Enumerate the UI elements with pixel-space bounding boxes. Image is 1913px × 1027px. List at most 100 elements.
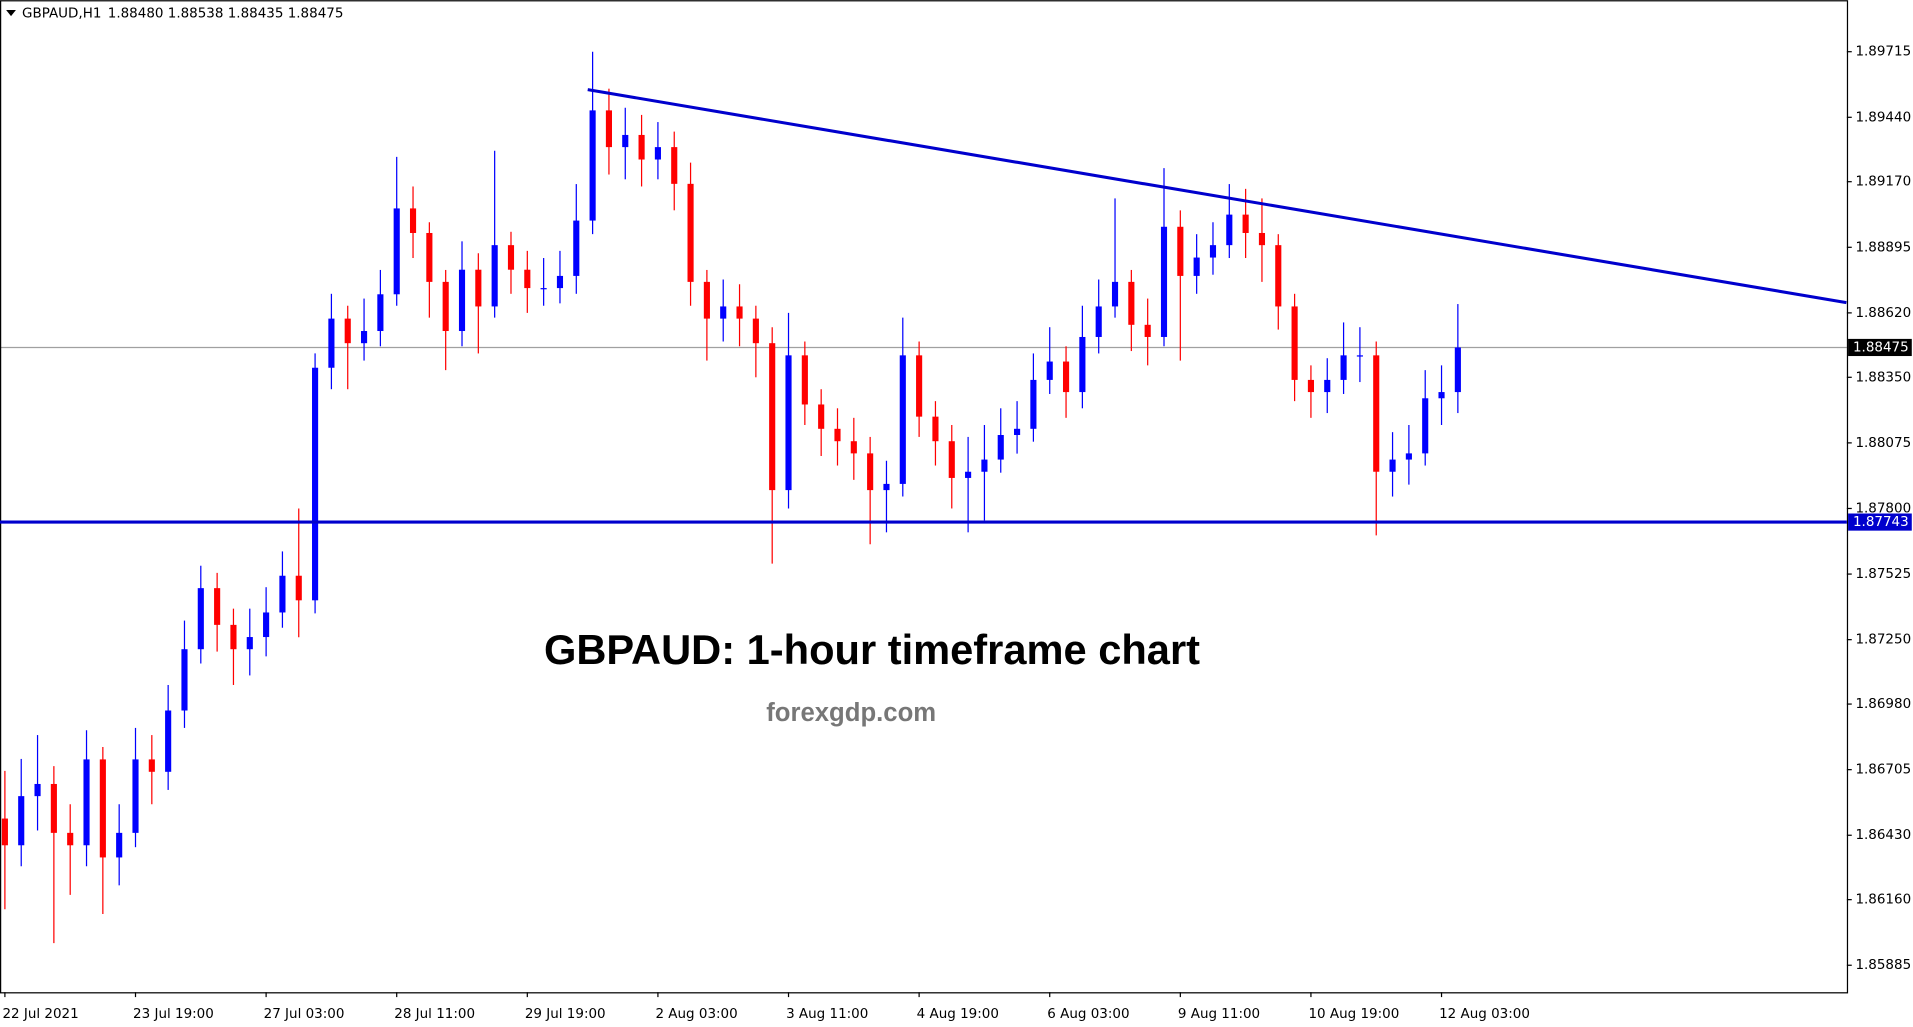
y-tick-label: 1.89440 bbox=[1855, 109, 1911, 125]
candle-body bbox=[83, 759, 90, 846]
candle-body bbox=[605, 110, 613, 148]
trend-line bbox=[587, 88, 1847, 305]
x-tick-label: 2 Aug 03:00 bbox=[655, 1006, 737, 1022]
candle-body bbox=[997, 435, 1004, 460]
candle-body bbox=[1258, 232, 1266, 246]
candle-body bbox=[197, 588, 204, 650]
candle-body bbox=[573, 220, 580, 276]
y-tick-label: 1.89715 bbox=[1855, 44, 1911, 60]
candle-body bbox=[50, 783, 57, 833]
quote: 1.88480 1.88538 1.88435 1.88475 bbox=[108, 6, 344, 22]
candle-body bbox=[540, 288, 547, 290]
candle-body bbox=[1275, 245, 1282, 307]
candle-body bbox=[589, 110, 596, 221]
candle-body bbox=[18, 796, 25, 846]
candle-body bbox=[965, 471, 972, 478]
candle-body bbox=[1095, 306, 1102, 337]
candle-body bbox=[1160, 226, 1168, 337]
y-tick-label: 1.86430 bbox=[1855, 827, 1911, 843]
menu-arrow[interactable] bbox=[6, 9, 16, 17]
candle-body bbox=[344, 318, 351, 344]
candle-body bbox=[442, 281, 449, 332]
candle-body bbox=[1454, 347, 1461, 393]
candle-body bbox=[1014, 428, 1021, 436]
candle-body bbox=[1209, 245, 1217, 258]
candle-body bbox=[752, 318, 759, 344]
candle-body bbox=[475, 269, 482, 307]
price-label: 1.88475 bbox=[1853, 339, 1909, 355]
candle-body bbox=[1193, 257, 1200, 276]
candle-body bbox=[1177, 226, 1184, 276]
candle-body bbox=[132, 759, 139, 833]
x-tick-label: 3 Aug 11:00 bbox=[786, 1006, 868, 1022]
x-tick-label: 28 Jul 11:00 bbox=[394, 1006, 475, 1022]
candle-body bbox=[230, 624, 237, 650]
y-tick-label: 1.88620 bbox=[1855, 305, 1911, 321]
candle-body bbox=[1242, 214, 1249, 233]
x-tick-label: 6 Aug 03:00 bbox=[1047, 1006, 1129, 1022]
candle-body bbox=[1373, 355, 1380, 472]
candle-body bbox=[1356, 355, 1363, 357]
candle-body bbox=[932, 416, 939, 442]
watermark: forexgdp.com bbox=[766, 699, 936, 727]
y-tick-label: 1.86160 bbox=[1855, 892, 1911, 908]
x-tick-label: 23 Jul 19:00 bbox=[133, 1006, 214, 1022]
candle-body bbox=[360, 331, 368, 344]
y-tick-label: 1.88075 bbox=[1855, 435, 1911, 451]
candle-body bbox=[867, 453, 874, 491]
candle-body bbox=[1079, 336, 1086, 393]
candle-body bbox=[1324, 379, 1331, 393]
candle-body bbox=[458, 269, 466, 332]
candle-body bbox=[736, 306, 743, 319]
candle-body bbox=[720, 306, 727, 319]
candle-body bbox=[328, 318, 335, 368]
y-tick-label: 1.85885 bbox=[1855, 957, 1911, 973]
candle-body bbox=[491, 245, 498, 307]
candle-body bbox=[1405, 453, 1412, 460]
candle-body bbox=[99, 759, 106, 858]
x-tick-label: 29 Jul 19:00 bbox=[525, 1006, 606, 1022]
price-label-box bbox=[1848, 338, 1912, 357]
candle-body bbox=[295, 575, 302, 601]
candle-body bbox=[654, 147, 661, 160]
candle-body bbox=[769, 343, 776, 491]
candle-body bbox=[1307, 379, 1314, 393]
candle-body bbox=[214, 588, 221, 625]
candle-body bbox=[1291, 306, 1298, 380]
x-tick-label: 22 Jul 2021 bbox=[2, 1006, 78, 1022]
candle-body bbox=[377, 294, 384, 332]
support-label-box bbox=[1848, 513, 1912, 531]
candle-body bbox=[524, 269, 531, 289]
candle-body bbox=[916, 355, 923, 417]
candle-body bbox=[687, 183, 694, 282]
candle-body bbox=[818, 404, 825, 429]
candle-body bbox=[67, 832, 74, 846]
candle-body bbox=[1389, 459, 1396, 472]
candle-body bbox=[556, 275, 564, 289]
candle-body bbox=[981, 459, 988, 472]
candle-body bbox=[148, 759, 155, 772]
candle-body bbox=[1340, 355, 1347, 380]
candle-body bbox=[165, 710, 172, 772]
candle-body bbox=[181, 649, 188, 711]
candle-body bbox=[1438, 392, 1445, 399]
candle-body bbox=[1128, 281, 1135, 325]
y-tick-label: 1.88350 bbox=[1855, 369, 1911, 385]
candle-body bbox=[638, 134, 645, 160]
candle-body bbox=[1030, 379, 1037, 429]
candle-body bbox=[34, 783, 41, 797]
x-tick-label: 12 Aug 03:00 bbox=[1439, 1006, 1530, 1022]
candle-body bbox=[426, 232, 433, 282]
candle-body bbox=[116, 832, 123, 858]
candle-body bbox=[703, 281, 710, 319]
candle-body bbox=[834, 428, 841, 442]
candle-body bbox=[883, 483, 890, 491]
candle-body bbox=[899, 355, 906, 484]
candle-body bbox=[507, 245, 515, 270]
y-tick-label: 1.86705 bbox=[1855, 762, 1911, 778]
candle-body bbox=[1062, 361, 1070, 393]
candle-body bbox=[801, 355, 808, 405]
